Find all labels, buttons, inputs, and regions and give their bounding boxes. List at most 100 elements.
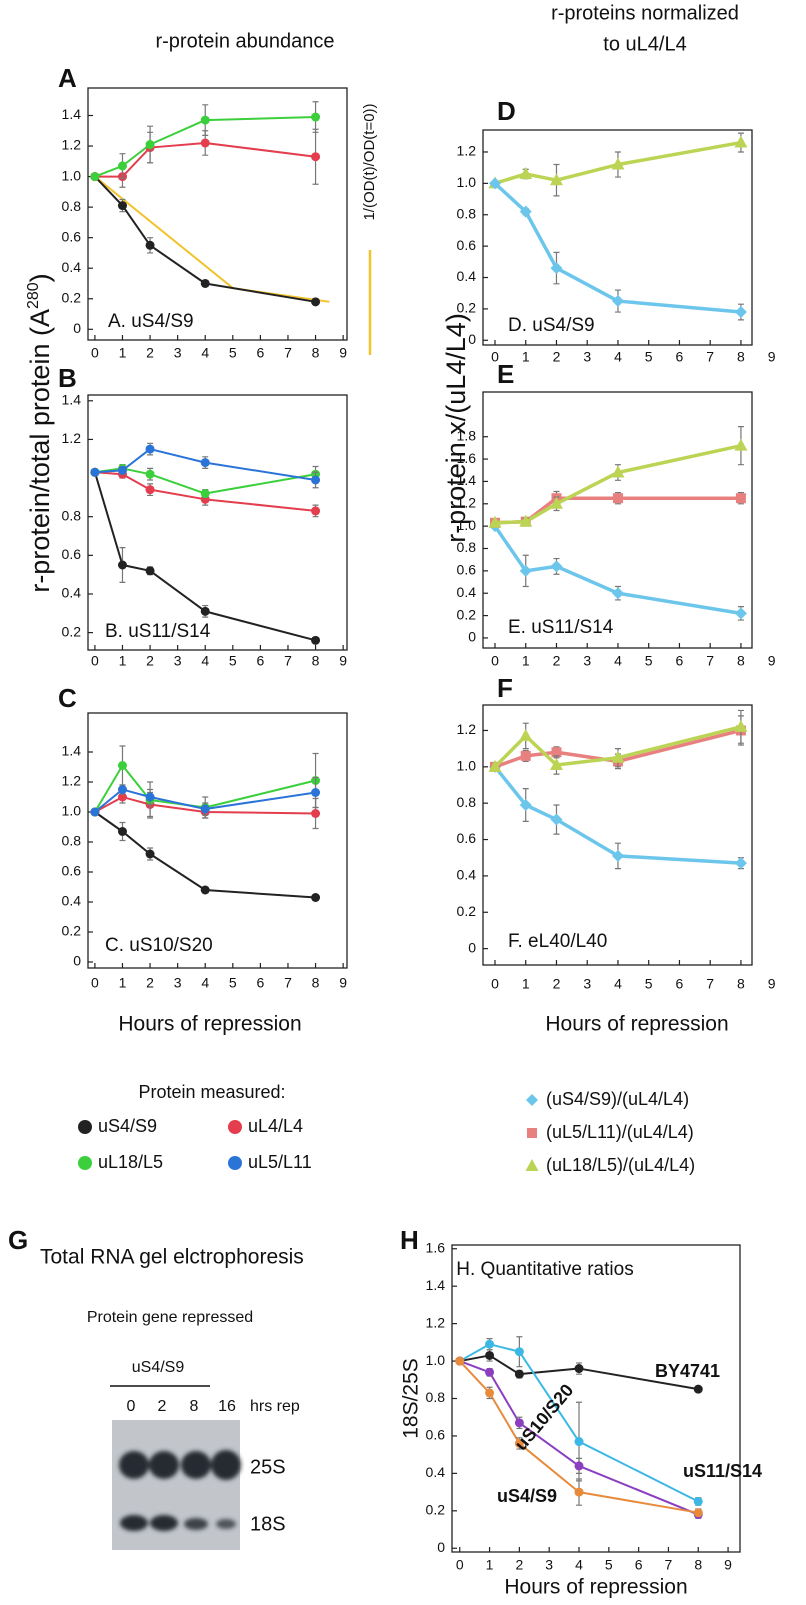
y-tick-label: 1.0 bbox=[426, 1352, 446, 1368]
x-tick-label: 4 bbox=[614, 349, 622, 365]
x-tick-label: 8 bbox=[694, 1557, 702, 1573]
y-tick-label: 0.8 bbox=[457, 539, 477, 555]
x-axis-label: Hours of repression bbox=[504, 1576, 687, 1599]
y-tick-label: 1.2 bbox=[457, 721, 477, 737]
x-tick-label: 2 bbox=[553, 976, 561, 992]
point bbox=[734, 306, 747, 319]
x-tick-label: 1 bbox=[522, 349, 530, 365]
y-tick-label: 1.2 bbox=[62, 430, 82, 446]
legend-label: uS4/S9 bbox=[98, 1116, 157, 1136]
panel-title: E. uS11/S14 bbox=[508, 617, 614, 638]
band bbox=[216, 1519, 236, 1529]
x-tick-label: 7 bbox=[284, 653, 292, 669]
point bbox=[551, 747, 562, 758]
x-tick-label: 5 bbox=[229, 345, 237, 361]
x-tick-label: 9 bbox=[339, 975, 347, 991]
y-tick-label: 0.6 bbox=[457, 562, 477, 578]
x-tick-label: 3 bbox=[174, 653, 182, 669]
point bbox=[485, 1350, 495, 1360]
x-tick-label: 1 bbox=[119, 345, 127, 361]
point bbox=[734, 857, 747, 870]
y-tick-label: 0.8 bbox=[62, 833, 82, 849]
series-line bbox=[494, 443, 742, 525]
panel-title: C. uS10/S20 bbox=[105, 935, 213, 956]
y-label-text: ) bbox=[25, 273, 55, 282]
x-tick-label: 6 bbox=[256, 345, 264, 361]
point bbox=[311, 635, 321, 645]
x-tick-label: 4 bbox=[201, 345, 209, 361]
legend-marker bbox=[525, 1159, 539, 1171]
point bbox=[574, 1461, 584, 1471]
x-tick-label: 5 bbox=[605, 1557, 613, 1573]
point bbox=[117, 792, 127, 802]
left-y-label: r-protein/total protein (A280) bbox=[25, 273, 55, 592]
x-tick-label: 2 bbox=[553, 349, 561, 365]
left-heading: r-protein abundance bbox=[155, 30, 334, 52]
x-tick-label: 1 bbox=[486, 1557, 494, 1573]
panel-letter: H bbox=[400, 1225, 419, 1255]
point bbox=[734, 135, 748, 148]
gel-bands bbox=[119, 1450, 241, 1531]
x-tick-label: 8 bbox=[312, 345, 320, 361]
x-tick-label: 0 bbox=[491, 349, 499, 365]
panel-letter: F bbox=[497, 673, 513, 703]
x-tick-label: 3 bbox=[545, 1557, 553, 1573]
point bbox=[117, 201, 127, 211]
legend-title: Protein measured: bbox=[138, 1082, 285, 1102]
point bbox=[611, 587, 624, 600]
point bbox=[117, 465, 127, 475]
band bbox=[150, 1515, 178, 1531]
y-tick-label: 1.8 bbox=[457, 427, 477, 443]
point bbox=[200, 489, 210, 499]
x-tick-label: 8 bbox=[312, 975, 320, 991]
right-heading: to uL4/L4 bbox=[603, 33, 686, 55]
legend-label: (uL18/L5)/(uL4/L4) bbox=[546, 1155, 695, 1175]
x-tick-label: 3 bbox=[583, 976, 591, 992]
legend-marker bbox=[526, 1094, 538, 1106]
x-tick-label: 0 bbox=[91, 975, 99, 991]
x-tick-label: 0 bbox=[491, 653, 499, 669]
point bbox=[488, 515, 502, 528]
point bbox=[514, 1347, 524, 1357]
y-tick-label: 0.6 bbox=[62, 228, 82, 244]
lane-label: 0 bbox=[127, 1398, 136, 1415]
panel-title: A. uS4/S9 bbox=[108, 311, 194, 332]
point bbox=[612, 493, 623, 504]
point bbox=[611, 849, 624, 862]
point bbox=[145, 792, 155, 802]
x-tick-label: 7 bbox=[706, 976, 714, 992]
x-tick-label: 6 bbox=[676, 653, 684, 669]
y-tick-label: 0.4 bbox=[457, 584, 477, 600]
point bbox=[519, 205, 532, 218]
point bbox=[200, 278, 210, 288]
x-tick-label: 1 bbox=[119, 653, 127, 669]
x-tick-label: 2 bbox=[146, 653, 154, 669]
lane-label: 16 bbox=[218, 1398, 236, 1415]
x-tick-label: 9 bbox=[768, 349, 776, 365]
point bbox=[693, 1384, 703, 1394]
point bbox=[549, 173, 563, 186]
point bbox=[145, 566, 155, 576]
y-tick-label: 0.6 bbox=[457, 237, 477, 253]
x-tick-label: 5 bbox=[645, 653, 653, 669]
y-tick-label: 1.0 bbox=[62, 167, 82, 183]
x-tick-label: 0 bbox=[91, 653, 99, 669]
x-tick-label: 9 bbox=[724, 1557, 732, 1573]
band bbox=[120, 1515, 148, 1531]
panel-letter: G bbox=[8, 1225, 28, 1255]
x-tick-label: 8 bbox=[737, 349, 745, 365]
y-tick-label: 0.2 bbox=[457, 300, 477, 316]
panel-letter: C bbox=[58, 683, 77, 713]
point bbox=[519, 799, 532, 811]
plot-frame bbox=[87, 394, 348, 651]
panel-letter: A bbox=[58, 63, 77, 93]
point bbox=[550, 560, 563, 573]
y-tick-label: 0 bbox=[468, 939, 476, 955]
x-tick-label: 4 bbox=[614, 653, 622, 669]
point bbox=[611, 465, 625, 478]
point bbox=[485, 1367, 495, 1377]
band-label: 18S bbox=[250, 1513, 286, 1535]
point bbox=[311, 112, 321, 122]
point bbox=[117, 560, 127, 570]
